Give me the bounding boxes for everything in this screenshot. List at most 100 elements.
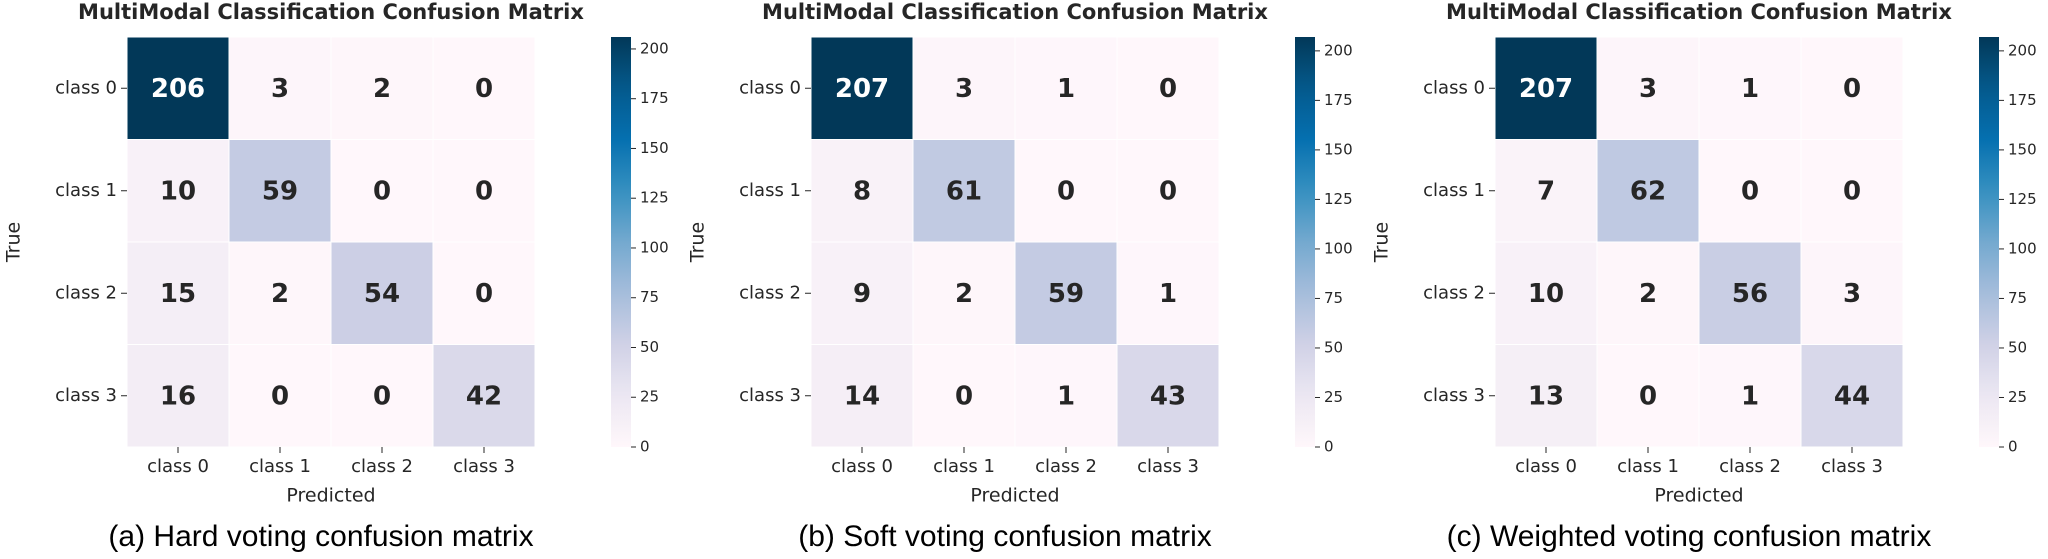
caption: (b) Soft voting confusion matrix bbox=[798, 520, 1212, 553]
colorbar-tick-label: 175 bbox=[2008, 91, 2037, 109]
cell-label: 44 bbox=[1834, 381, 1870, 411]
heatmap-cell bbox=[1596, 139, 1700, 243]
colorbar-tick-label: 25 bbox=[2008, 388, 2027, 406]
cell-label: 0 bbox=[271, 381, 289, 411]
colorbar-tick-label: 150 bbox=[2008, 140, 2037, 158]
cell-label: 3 bbox=[1843, 279, 1861, 309]
cell-label: 0 bbox=[475, 279, 493, 309]
heatmap-cell bbox=[432, 241, 536, 345]
colorbar-tick-label: 75 bbox=[1324, 289, 1343, 307]
y-tick-label: class 0 bbox=[739, 77, 801, 98]
colorbar-tick-label: 75 bbox=[2008, 289, 2027, 307]
cell-label: 0 bbox=[955, 381, 973, 411]
heatmap-cell bbox=[1494, 139, 1598, 243]
heatmap-cell bbox=[1698, 344, 1802, 448]
heatmap-cell bbox=[432, 139, 536, 243]
y-tick-label: class 1 bbox=[739, 180, 801, 201]
y-tick-label: class 3 bbox=[1423, 385, 1485, 406]
heatmap-cell bbox=[126, 139, 230, 243]
cell-label: 9 bbox=[853, 279, 871, 309]
cell-label: 1 bbox=[1159, 279, 1177, 309]
cell-label: 0 bbox=[1159, 176, 1177, 206]
heatmap-cell bbox=[1494, 36, 1598, 140]
x-tick-label: class 2 bbox=[351, 456, 413, 477]
x-tick-label: class 0 bbox=[1515, 456, 1577, 477]
cell-label: 1 bbox=[1057, 74, 1075, 104]
heatmap-cell bbox=[810, 139, 914, 243]
heatmap-cell bbox=[1596, 344, 1700, 448]
cell-label: 10 bbox=[1528, 279, 1564, 309]
cell-label: 0 bbox=[1843, 176, 1861, 206]
heatmap-cell bbox=[1014, 344, 1118, 448]
y-axis-label: True bbox=[3, 222, 25, 263]
cell-label: 2 bbox=[1639, 279, 1657, 309]
cell-label: 207 bbox=[1519, 74, 1573, 104]
heatmap-cell bbox=[810, 36, 914, 140]
colorbar bbox=[611, 37, 631, 447]
heatmap-cell bbox=[1014, 139, 1118, 243]
x-tick-label: class 3 bbox=[1137, 456, 1199, 477]
heatmap-cell bbox=[228, 139, 332, 243]
cell-label: 10 bbox=[160, 176, 196, 206]
heatmap-cell bbox=[1116, 139, 1220, 243]
cell-label: 54 bbox=[364, 279, 400, 309]
cell-label: 2 bbox=[373, 74, 391, 104]
colorbar-tick-label: 175 bbox=[640, 89, 669, 107]
heatmap-cell bbox=[912, 139, 1016, 243]
x-tick-label: class 1 bbox=[1617, 456, 1679, 477]
cell-label: 3 bbox=[955, 74, 973, 104]
x-tick-label: class 1 bbox=[933, 456, 995, 477]
x-tick-label: class 1 bbox=[249, 456, 311, 477]
y-tick-label: class 2 bbox=[1423, 282, 1485, 303]
x-tick-label: class 2 bbox=[1035, 456, 1097, 477]
x-axis-label: Predicted bbox=[1654, 485, 1743, 507]
colorbar-tick-label: 25 bbox=[1324, 388, 1343, 406]
x-tick-label: class 0 bbox=[147, 456, 209, 477]
colorbar-tick-label: 75 bbox=[640, 288, 659, 306]
chart-title: MultiModal Classification Confusion Matr… bbox=[78, 0, 584, 24]
cell-label: 0 bbox=[1741, 176, 1759, 206]
y-tick-label: class 3 bbox=[739, 385, 801, 406]
colorbar-tick-label: 125 bbox=[2008, 190, 2037, 208]
colorbar-tick-label: 200 bbox=[640, 39, 669, 57]
x-axis-label: Predicted bbox=[286, 485, 375, 507]
colorbar-tick-label: 200 bbox=[2008, 41, 2037, 59]
y-axis-label: True bbox=[1371, 222, 1393, 263]
colorbar-tick-label: 150 bbox=[1324, 140, 1353, 158]
colorbar-tick-label: 125 bbox=[640, 189, 669, 207]
x-tick-label: class 2 bbox=[1719, 456, 1781, 477]
x-axis-label: Predicted bbox=[970, 485, 1059, 507]
colorbar-tick-label: 200 bbox=[1324, 41, 1353, 59]
colorbar-tick-label: 100 bbox=[1324, 239, 1353, 257]
heatmap-cell bbox=[330, 36, 434, 140]
heatmap-cell bbox=[1698, 241, 1802, 345]
y-tick-label: class 1 bbox=[55, 180, 117, 201]
cell-label: 3 bbox=[271, 74, 289, 104]
caption: (c) Weighted voting confusion matrix bbox=[1447, 520, 1932, 553]
heatmap-cell bbox=[1116, 36, 1220, 140]
cell-label: 207 bbox=[835, 74, 889, 104]
colorbar-tick-label: 50 bbox=[640, 338, 659, 356]
cell-label: 62 bbox=[1630, 176, 1666, 206]
heatmap-cell bbox=[1596, 241, 1700, 345]
x-tick-label: class 3 bbox=[1821, 456, 1883, 477]
cell-label: 7 bbox=[1537, 176, 1555, 206]
colorbar-tick-label: 100 bbox=[640, 238, 669, 256]
cell-label: 59 bbox=[1048, 279, 1084, 309]
cell-label: 0 bbox=[1843, 74, 1861, 104]
heatmap-cell bbox=[1494, 344, 1598, 448]
cell-label: 2 bbox=[955, 279, 973, 309]
cell-label: 1 bbox=[1057, 381, 1075, 411]
y-tick-label: class 0 bbox=[1423, 77, 1485, 98]
heatmap-cell bbox=[126, 344, 230, 448]
cell-label: 13 bbox=[1528, 381, 1564, 411]
y-tick-label: class 2 bbox=[739, 282, 801, 303]
cell-label: 59 bbox=[262, 176, 298, 206]
heatmap-cell bbox=[1800, 139, 1904, 243]
cell-label: 0 bbox=[1639, 381, 1657, 411]
colorbar-tick-label: 50 bbox=[2008, 338, 2027, 356]
heatmap-cell bbox=[1014, 36, 1118, 140]
y-tick-label: class 0 bbox=[55, 77, 117, 98]
colorbar-tick-label: 50 bbox=[1324, 338, 1343, 356]
